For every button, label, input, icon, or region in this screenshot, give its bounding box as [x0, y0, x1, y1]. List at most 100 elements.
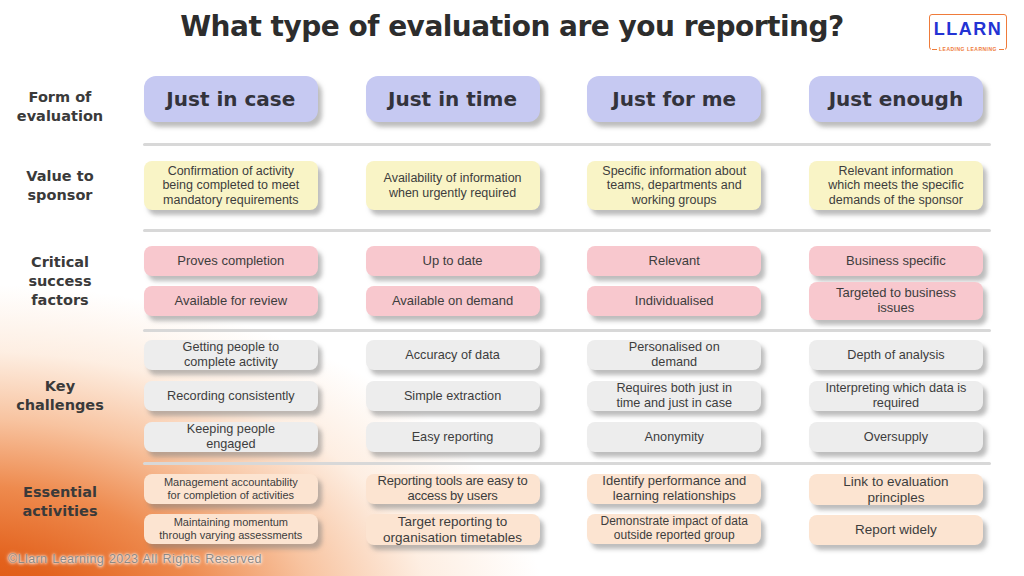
key-challenges-box-c2-i2: Simple extraction	[366, 381, 540, 411]
essential-activities-box-c3-i2: Demonstrate impact of data outside repor…	[587, 514, 761, 544]
copyright: ©Llarn Learning 2023 All Rights Reserved	[8, 552, 262, 566]
box-text: Individualised	[635, 294, 714, 309]
box-text: Confirmation of activity being completed…	[151, 164, 311, 207]
key-challenges-column-4: Depth of analysis Interpreting which data…	[785, 340, 1007, 452]
box-text: Demonstrate impact of data outside repor…	[594, 515, 754, 543]
critical-success-factors-box-c1-i1: Proves completion	[144, 246, 318, 276]
essential-activities-box-c2-i2: Target reporting to organisation timetab…	[366, 514, 540, 545]
essential-activities-column-1: Management accountability for completion…	[120, 474, 342, 545]
box-text: Simple extraction	[404, 389, 501, 404]
row-label-form-of-evaluation: Form of evaluation	[0, 76, 120, 122]
box-text: Relevant information which meets the spe…	[821, 164, 971, 207]
box-text: Proves completion	[177, 254, 284, 269]
box-text: Relevant	[649, 254, 700, 269]
essential-activities-column-4: Link to evaluation principles Report wide…	[785, 474, 1007, 545]
value-to-sponsor-box-c3-i1: Specific information about teams, depart…	[587, 161, 761, 210]
box-text: Reporting tools are easy to access by us…	[368, 474, 538, 504]
form-of-evaluation-column-1: Just in case	[120, 76, 342, 122]
key-challenges-box-c1-i2: Recording consistently	[144, 381, 318, 411]
key-challenges-column-3: Personalised on demand Requires both just…	[563, 340, 785, 452]
row-value-to-sponsor: Value to sponsor Confirmation of activity…	[0, 161, 1024, 210]
row-label-essential-activities: Essential activities	[0, 474, 120, 544]
form-of-evaluation-box-c2-i1: Just in time	[366, 76, 540, 122]
key-challenges-column-1: Getting people to complete activity Recor…	[120, 340, 342, 452]
essential-activities-column-2: Reporting tools are easy to access by us…	[342, 474, 564, 545]
value-to-sponsor-box-c1-i1: Confirmation of activity being completed…	[144, 161, 318, 210]
box-text: Keeping people engaged	[175, 422, 287, 451]
box-text: Just for me	[612, 88, 736, 111]
box-text: Management accountability for completion…	[158, 476, 304, 501]
essential-activities-box-c3-i1: Identify performance and learning relati…	[587, 474, 761, 504]
value-to-sponsor-box-c4-i1: Relevant information which meets the spe…	[809, 161, 983, 210]
box-text: Just enough	[829, 88, 963, 111]
key-challenges-box-c2-i1: Accuracy of data	[366, 340, 540, 370]
key-challenges-box-c4-i3: Oversupply	[809, 422, 983, 452]
form-of-evaluation-column-3: Just for me	[563, 76, 785, 122]
critical-success-factors-box-c2-i2: Available on demand	[366, 286, 540, 316]
essential-activities-box-c2-i1: Reporting tools are easy to access by us…	[366, 474, 540, 504]
essential-activities-box-c4-i2: Report widely	[809, 515, 983, 545]
row-label-text: Form of evaluation	[5, 88, 115, 126]
row-key-challenges: Key challengesGetting people to complete…	[0, 340, 1024, 452]
form-of-evaluation-column-4: Just enough	[785, 76, 1007, 122]
box-text: Depth of analysis	[847, 348, 944, 363]
page-title: What type of evaluation are you reportin…	[0, 10, 1024, 43]
critical-success-factors-box-c4-i1: Business specific	[809, 246, 983, 276]
value-to-sponsor-column-1: Confirmation of activity being completed…	[120, 161, 342, 210]
key-challenges-box-c1-i1: Getting people to complete activity	[144, 340, 318, 370]
logo-tagline-text: LEADING LEARNING	[939, 46, 997, 52]
box-text: Link to evaluation principles	[816, 474, 976, 505]
form-of-evaluation-box-c1-i1: Just in case	[144, 76, 318, 122]
box-text: Identify performance and learning relati…	[594, 474, 754, 504]
critical-success-factors-box-c2-i1: Up to date	[366, 246, 540, 276]
box-text: Personalised on demand	[615, 340, 733, 369]
box-text: Report widely	[855, 522, 937, 538]
form-of-evaluation-box-c4-i1: Just enough	[809, 76, 983, 122]
box-text: Getting people to complete activity	[168, 340, 293, 369]
slide: What type of evaluation are you reportin…	[0, 0, 1024, 576]
row-label-text: Value to sponsor	[5, 167, 115, 205]
llarn-logo: LLARN LEADING LEARNING	[929, 14, 1007, 50]
row-label-text: Critical success factors	[5, 253, 115, 310]
box-text: Oversupply	[864, 430, 928, 445]
value-to-sponsor-column-2: Availability of information when urgentl…	[342, 161, 564, 210]
box-text: Maintaining momentum through varying ass…	[158, 516, 304, 541]
row-label-value-to-sponsor: Value to sponsor	[0, 161, 120, 210]
critical-success-factors-column-3: Relevant Individualised	[563, 246, 785, 320]
row-divider	[143, 329, 991, 332]
essential-activities-box-c1-i1: Management accountability for completion…	[144, 474, 318, 504]
critical-success-factors-box-c3-i2: Individualised	[587, 286, 761, 316]
box-text: Target reporting to organisation timetab…	[373, 514, 533, 545]
critical-success-factors-column-2: Up to date Available on demand	[342, 246, 564, 320]
row-divider	[143, 229, 991, 232]
box-text: Up to date	[423, 254, 483, 269]
logo-wordmark: LLARN	[930, 17, 1006, 41]
box-text: Specific information about teams, depart…	[594, 164, 754, 207]
key-challenges-box-c3-i1: Personalised on demand	[587, 340, 761, 370]
box-text: Targeted to business issues	[816, 286, 976, 316]
box-text: Available for review	[175, 294, 287, 309]
key-challenges-box-c1-i3: Keeping people engaged	[144, 422, 318, 452]
key-challenges-box-c4-i1: Depth of analysis	[809, 340, 983, 370]
box-text: Recording consistently	[167, 389, 295, 404]
row-label-text: Essential activities	[5, 483, 115, 521]
essential-activities-box-c4-i1: Link to evaluation principles	[809, 474, 983, 505]
key-challenges-column-2: Accuracy of dataSimple extractionEasy re…	[342, 340, 564, 452]
row-label-key-challenges: Key challenges	[0, 340, 120, 452]
value-to-sponsor-column-3: Specific information about teams, depart…	[563, 161, 785, 210]
critical-success-factors-box-c3-i1: Relevant	[587, 246, 761, 276]
box-text: Requires both just in time and just in c…	[604, 381, 744, 410]
critical-success-factors-column-4: Business specific Targeted to business is…	[785, 246, 1007, 320]
row-divider	[143, 462, 991, 465]
row-critical-success-factors: Critical success factors Proves completio…	[0, 246, 1024, 320]
box-text: Interpreting which data is required	[817, 381, 975, 410]
box-text: Available on demand	[392, 294, 513, 309]
essential-activities-box-c1-i2: Maintaining momentum through varying ass…	[144, 514, 318, 544]
row-divider	[143, 143, 991, 146]
box-text: Accuracy of data	[405, 348, 500, 363]
value-to-sponsor-box-c2-i1: Availability of information when urgentl…	[366, 161, 540, 210]
row-label-text: Key challenges	[5, 377, 115, 415]
value-to-sponsor-column-4: Relevant information which meets the spe…	[785, 161, 1007, 210]
form-of-evaluation-column-2: Just in time	[342, 76, 564, 122]
critical-success-factors-box-c4-i2: Targeted to business issues	[809, 282, 983, 320]
